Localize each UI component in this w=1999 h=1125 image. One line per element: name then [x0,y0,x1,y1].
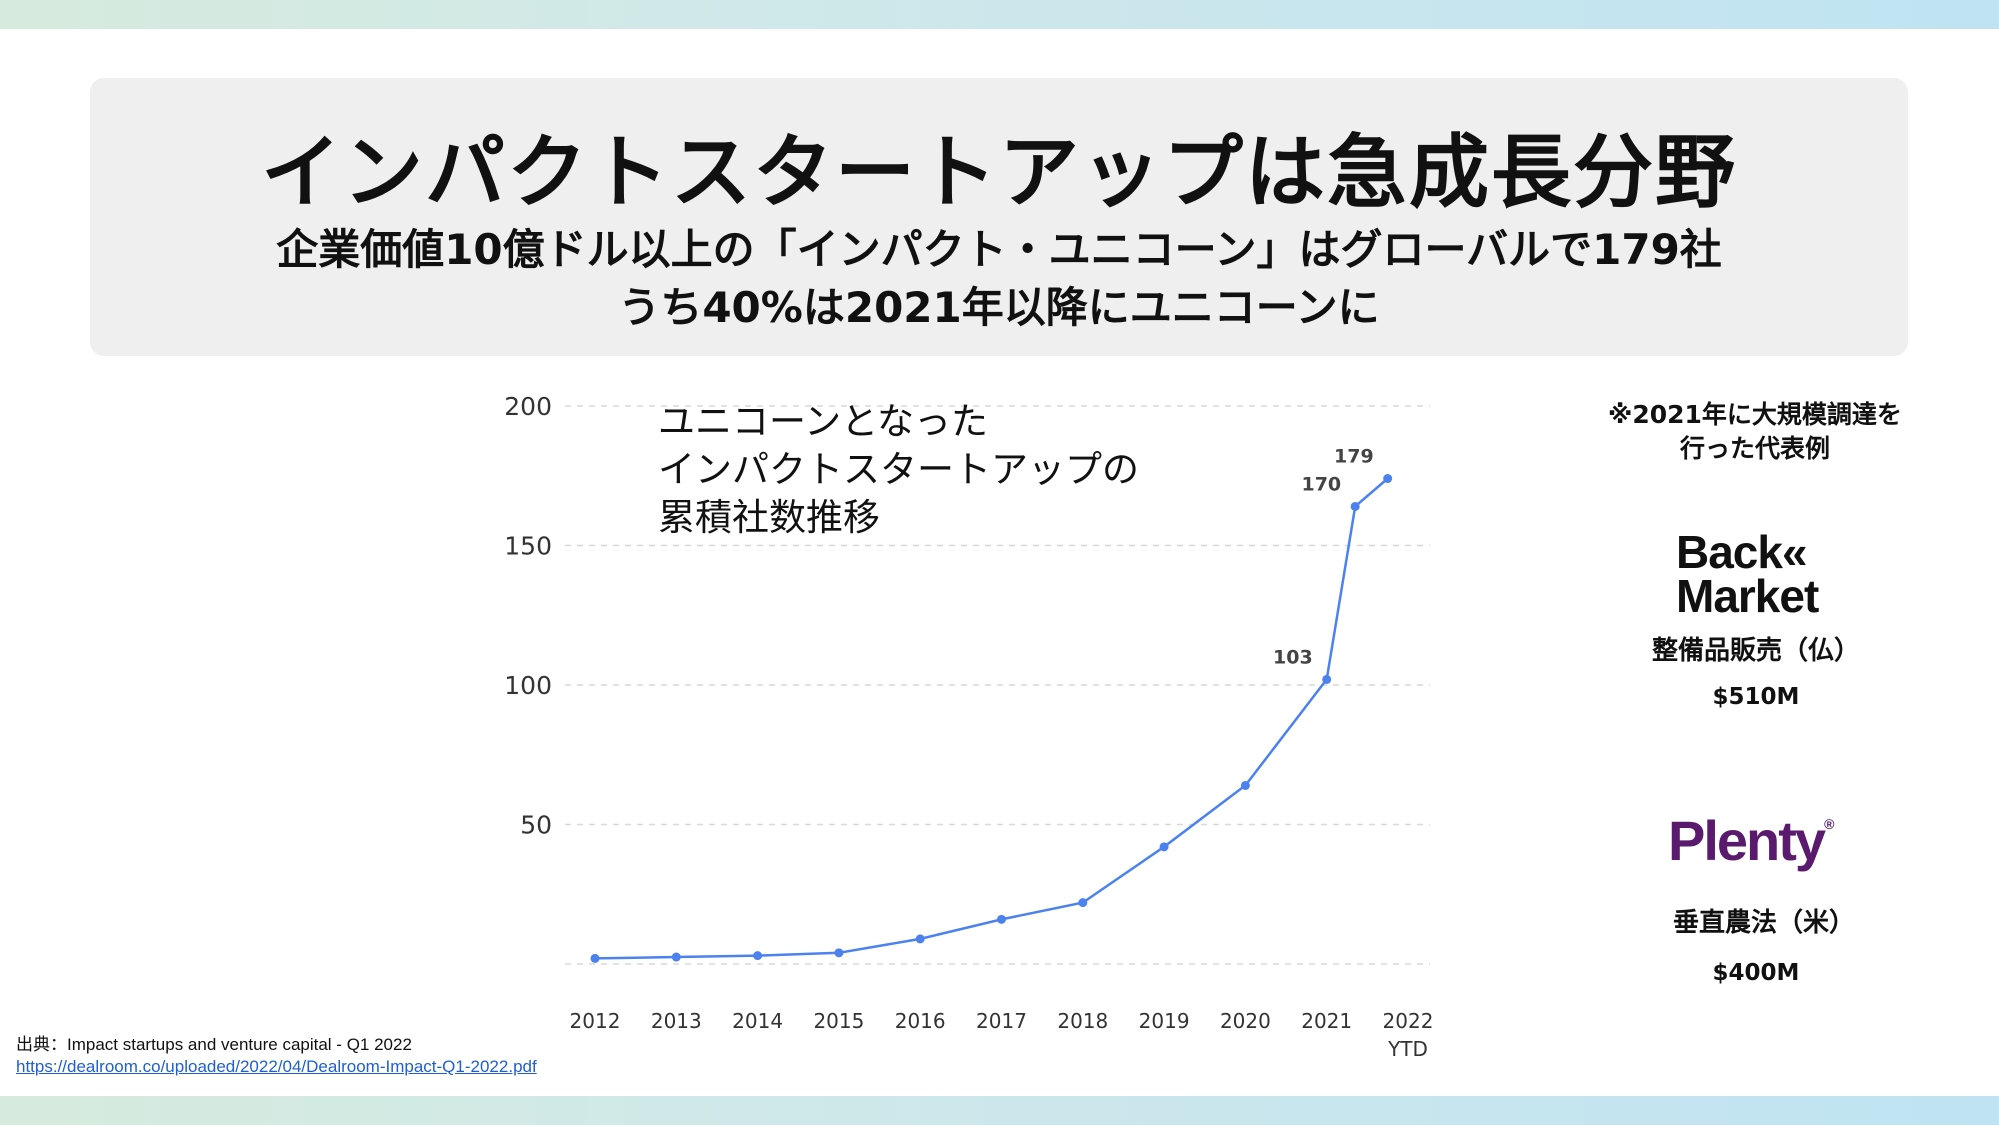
x-tick-label: 2016 [895,1009,946,1033]
data-point [1322,674,1332,684]
side-note-line-2: 行った代表例 [1679,434,1830,463]
data-point [1383,474,1393,484]
x-tick-label: 2020 [1220,1009,1271,1033]
backmarket-logo-line-1: Back« [1676,526,1808,578]
data-point [915,934,925,944]
subtitle-line-2: うち40%は2021年以降にユニコーンに [618,283,1380,332]
y-tick-label: 200 [504,392,552,421]
x-tick-label: 2017 [976,1009,1027,1033]
backmarket-amount: $510M [1712,684,1800,710]
data-label: 179 [1334,446,1374,468]
data-point [753,951,763,961]
x-tick-label: 2021 [1301,1009,1352,1033]
plenty-logo: Plenty® [1668,808,1868,873]
x-tick-label: 2019 [1139,1009,1190,1033]
plenty-amount: $400M [1712,960,1800,986]
header-panel: インパクトスタートアップは急成長分野 企業価値10億ドル以上の「インパクト・ユニ… [90,78,1908,356]
plenty-description: 垂直農法（米） [1672,908,1855,938]
side-note: ※2021年に大規模調達を 行った代表例 [1570,398,1940,466]
data-point [671,952,681,962]
chart-caption-line-2: インパクトスタートアップの [658,448,1139,491]
chart-caption-line-1: ユニコーンとなった [658,400,989,443]
data-point [834,948,844,958]
data-point [1159,842,1169,852]
series-line [594,477,1389,960]
x-tick-label: 2014 [732,1009,783,1033]
x-tick-label: YTD [1387,1037,1428,1061]
x-tick-label: 2018 [1057,1009,1108,1033]
subtitle-line-1: 企業価値10億ドル以上の「インパクト・ユニコーン」はグローバルで179社 [276,225,1722,274]
y-tick-label: 100 [504,671,552,700]
x-tick-label: 2013 [651,1009,702,1033]
plenty-logo-text: Plenty [1668,809,1826,872]
data-label: 103 [1273,646,1313,668]
chart-caption-line-3: 累積社数推移 [658,496,880,539]
source-label: 出典：Impact startups and venture capital -… [16,1035,412,1054]
x-tick-label: 2015 [813,1009,864,1033]
side-note-line-1: ※2021年に大規模調達を [1608,400,1902,429]
top-gradient-band [0,0,1999,29]
data-point [590,953,600,963]
data-point [997,914,1006,924]
x-tick-label: 2012 [570,1009,621,1033]
x-tick-label: 2022 [1383,1009,1434,1033]
backmarket-logo-line-2: Market [1676,570,1819,622]
chart-caption: ユニコーンとなった インパクトスタートアップの 累積社数推移 [658,398,1139,542]
y-tick-label: 50 [520,811,552,840]
page-title: インパクトスタートアップは急成長分野 [261,126,1737,219]
y-tick-label: 150 [504,532,552,561]
source-link[interactable]: https://dealroom.co/uploaded/2022/04/Dea… [16,1057,537,1076]
data-point [1078,898,1088,908]
data-point [1350,501,1360,511]
data-point [1240,780,1250,790]
registered-mark: ® [1824,816,1835,832]
data-label: 170 [1301,473,1341,495]
bottom-gradient-band [0,1096,1999,1125]
backmarket-description: 整備品販売（仏） [1651,636,1860,666]
backmarket-logo: Back« Market [1676,526,1836,622]
